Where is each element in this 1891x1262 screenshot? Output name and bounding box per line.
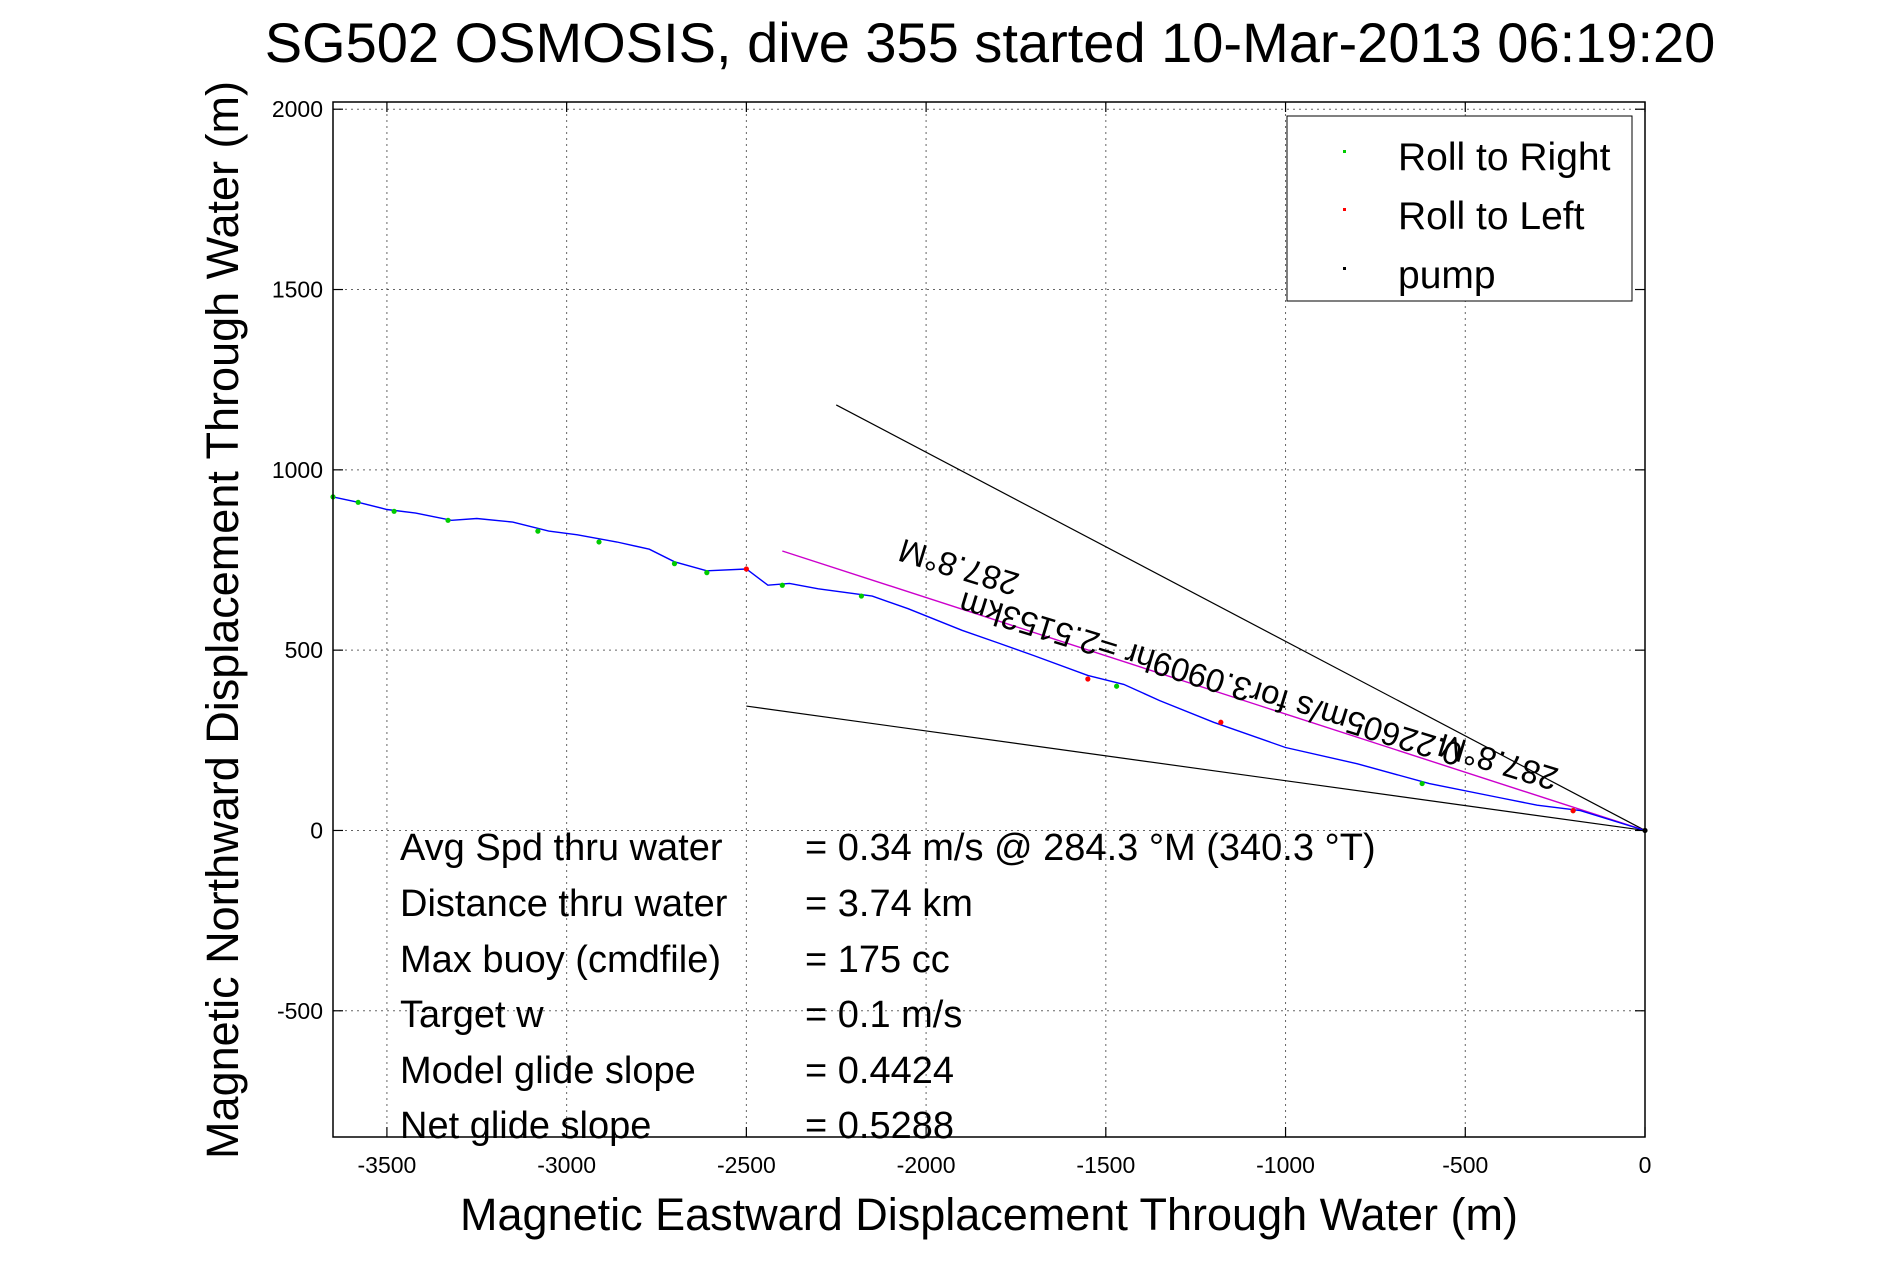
roll-right-point	[535, 528, 541, 534]
roll-left-point	[1218, 719, 1224, 725]
x-tick-label: -1000	[1256, 1152, 1315, 1178]
stat-label: Max buoy (cmdfile)	[400, 939, 721, 981]
stat-value: = 0.34 m/s @ 284.3 °M (340.3 °T)	[805, 827, 1376, 869]
roll-left-point	[1570, 808, 1576, 814]
mean-heading-line	[782, 550, 1646, 832]
stat-label: Avg Spd thru water	[400, 827, 723, 869]
legend-label-roll-right: Roll to Right	[1398, 136, 1611, 179]
stat-label: Model glide slope	[400, 1050, 696, 1092]
x-tick-label: -2000	[897, 1152, 956, 1178]
y-tick-label: 1000	[272, 457, 323, 483]
heading-cone-line	[746, 705, 1646, 832]
stat-value: = 0.1 m/s	[805, 994, 962, 1036]
x-tick-label: -1500	[1076, 1152, 1135, 1178]
roll-right-point	[671, 561, 678, 567]
y-tick-label: 500	[285, 637, 323, 663]
legend-label-roll-left: Roll to Left	[1398, 195, 1585, 238]
x-tick-label: 0	[1639, 1152, 1652, 1178]
heading-line	[782, 550, 1646, 832]
roll-left-point	[1085, 676, 1091, 682]
roll-right-point	[391, 508, 397, 514]
roll-right-point	[779, 582, 785, 588]
x-axis-label: Magnetic Eastward Displacement Through W…	[460, 1189, 1518, 1240]
legend: Roll to Right Roll to Left pump	[1286, 115, 1633, 302]
plot-frame	[332, 101, 1646, 1138]
dive-track	[332, 496, 1646, 832]
roll-left-point	[743, 566, 749, 572]
stat-value: = 0.4424	[805, 1050, 954, 1092]
roll-right-point	[704, 570, 710, 576]
x-axis-ticks: -3500 -3000 -2500 -2000 -1500 -1000 -500 0	[358, 102, 1652, 1178]
stat-label: Net glide slope	[400, 1105, 651, 1147]
x-tick-label: -3500	[358, 1152, 417, 1178]
roll-right-point	[858, 593, 864, 599]
legend-label-pump: pump	[1398, 254, 1496, 297]
roll-right-point	[445, 517, 451, 523]
roll-right-point	[1114, 683, 1120, 689]
heading-cone-lines	[746, 404, 1646, 832]
y-axis-label: Magnetic Northward Displacement Through …	[197, 81, 248, 1159]
y-tick-label: 2000	[272, 96, 323, 122]
x-tick-label: -3000	[537, 1152, 596, 1178]
track-series-line	[332, 496, 1646, 832]
dive-stats: Avg Spd thru water = 0.34 m/s @ 284.3 °M…	[400, 827, 1376, 1147]
roll-right-point	[1419, 780, 1425, 787]
legend-marker-pump	[1343, 267, 1346, 270]
x-tick-label: -2500	[717, 1152, 776, 1178]
legend-marker-roll-right	[1343, 150, 1346, 153]
y-tick-label: -500	[277, 998, 323, 1024]
y-axis-ticks: -500 0 500 1000 1500 2000	[272, 96, 1645, 1024]
chart-title: SG502 OSMOSIS, dive 355 started 10-Mar-2…	[265, 11, 1716, 74]
stat-label: Target w	[400, 994, 544, 1036]
legend-marker-roll-left	[1343, 208, 1346, 211]
heading-cone-line	[835, 404, 1646, 831]
stat-value: = 175 cc	[805, 939, 950, 981]
roll-markers	[330, 494, 1648, 834]
roll-right-point	[355, 499, 361, 505]
roll-right-point	[596, 539, 602, 545]
y-tick-label: 0	[310, 817, 323, 843]
stat-value: = 3.74 km	[805, 883, 973, 925]
x-tick-label: -500	[1442, 1152, 1488, 1178]
y-tick-label: 1500	[272, 277, 323, 303]
stat-label: Distance thru water	[400, 883, 728, 925]
stat-value: = 0.5288	[805, 1105, 954, 1147]
